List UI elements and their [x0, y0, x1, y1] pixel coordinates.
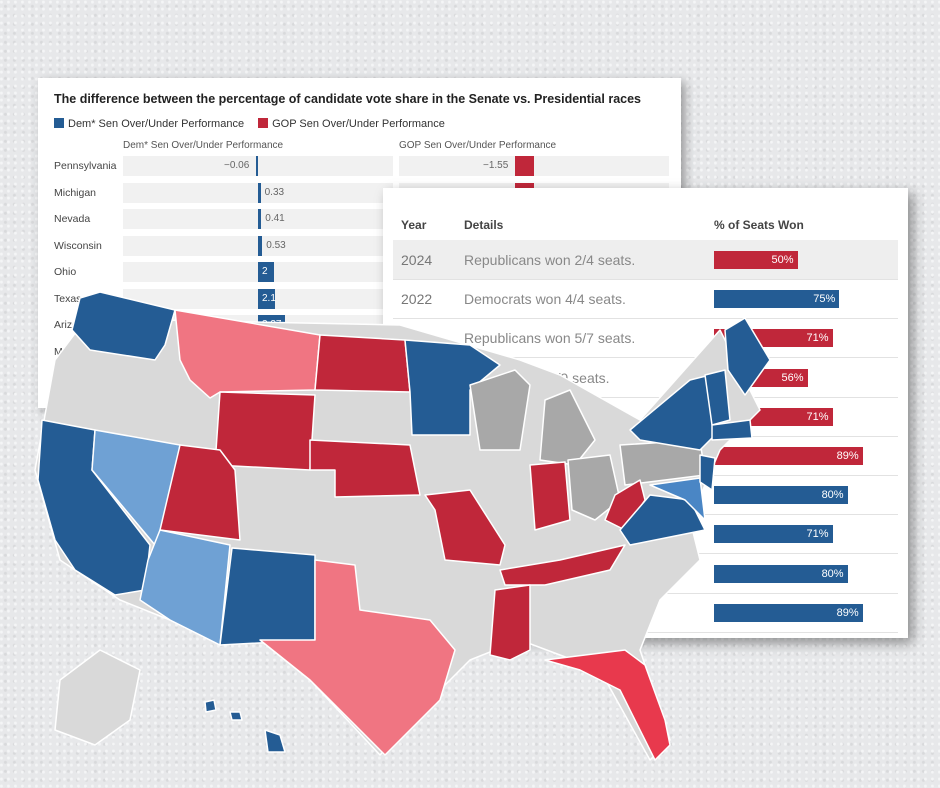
state-label: Ohio [54, 266, 77, 278]
dem-value: 0.33 [264, 186, 285, 198]
year-cell: 2024 [401, 252, 433, 268]
state-vermont-nh [704, 369, 731, 426]
legend-dem: Dem* Sen Over/Under Performance [54, 118, 244, 130]
state-michigan [539, 389, 596, 466]
state-minnesota [404, 339, 501, 436]
state-north-dakota [314, 334, 411, 393]
pct-bar: 80% [714, 564, 848, 583]
state-washington [71, 291, 176, 361]
dem-bar [256, 156, 258, 176]
state-missouri [424, 489, 506, 566]
pct-bar: 80% [714, 486, 848, 505]
state-wisconsin [469, 369, 531, 451]
state-ohio [567, 454, 621, 521]
state-mississippi [489, 584, 531, 661]
state-utah [159, 444, 241, 541]
pct-bar: 71% [714, 525, 833, 544]
state-label: Pennsylvania [54, 160, 117, 172]
state-new-mexico [219, 547, 316, 646]
state-massachusetts [711, 419, 753, 441]
pct-bar: 89% [714, 447, 863, 465]
state-arizona [139, 529, 231, 646]
chart-title: The difference between the percentage of… [54, 92, 642, 106]
dem-track: 0.53 [123, 235, 393, 256]
state-texas [259, 559, 456, 756]
dem-bar [258, 262, 274, 282]
gop-bar [515, 156, 534, 176]
state-maryland [649, 477, 706, 521]
state-new-jersey [699, 454, 716, 491]
table-row: 2024 Republicans won 2/4 seats. 50% [393, 240, 898, 280]
table-row: 2022 Democrats won 4/4 seats. 75% [393, 279, 898, 320]
header-details: Details [464, 218, 504, 232]
state-alaska [54, 649, 141, 746]
dem-column-header: Dem* Sen Over/Under Performance [123, 140, 284, 151]
dem-track: 2.1 [123, 288, 393, 309]
details-cell: Republicans won 5/7 seats. [464, 330, 636, 347]
details-cell: Democrats won 4/4 seats. [464, 291, 626, 308]
state-wyoming [214, 391, 316, 471]
dem-value: 2.1 [262, 292, 276, 304]
legend-gop: GOP Sen Over/Under Performance [258, 118, 445, 130]
dem-track: −0.06 [123, 156, 393, 176]
header-year: Year [401, 218, 427, 232]
dem-bar [258, 288, 275, 309]
state-tennessee [499, 544, 626, 586]
state-virginia [619, 494, 706, 546]
state-hawaii [204, 699, 286, 753]
dem-value: 0.53 [266, 239, 286, 251]
dem-value: 2 [262, 266, 268, 277]
pct-bar: 75% [714, 290, 840, 309]
gop-column-header: GOP Sen Over/Under Performance [399, 140, 557, 151]
dem-track: 0.41 [123, 209, 393, 229]
state-label: Michigan [54, 186, 97, 199]
state-florida [544, 649, 671, 761]
chart-legend: Dem* Sen Over/Under Performance GOP Sen … [54, 118, 445, 130]
details-cell: Republicans won 2/4 seats. [464, 252, 636, 268]
state-label: Nevada [54, 213, 91, 225]
dem-value: 0.41 [265, 213, 285, 224]
pct-bar: 50% [714, 251, 798, 269]
state-nebraska [309, 439, 421, 498]
state-maine [724, 317, 771, 396]
dem-bar [258, 182, 261, 203]
state-label: Texas [54, 292, 82, 305]
year-cell: 2022 [401, 291, 433, 308]
header-pct: % of Seats Won [714, 218, 804, 232]
gop-track: −1.55 [399, 156, 669, 176]
state-label: Wisconsin [54, 239, 102, 252]
gop-value: −1.55 [483, 160, 509, 171]
dem-value: −0.06 [224, 160, 250, 171]
dem-bar [258, 235, 263, 256]
dem-bar [258, 209, 262, 229]
dem-track: 2 [123, 262, 393, 282]
dem-track: 0.33 [123, 182, 393, 203]
state-indiana [529, 461, 571, 531]
pct-bar: 89% [714, 603, 863, 622]
